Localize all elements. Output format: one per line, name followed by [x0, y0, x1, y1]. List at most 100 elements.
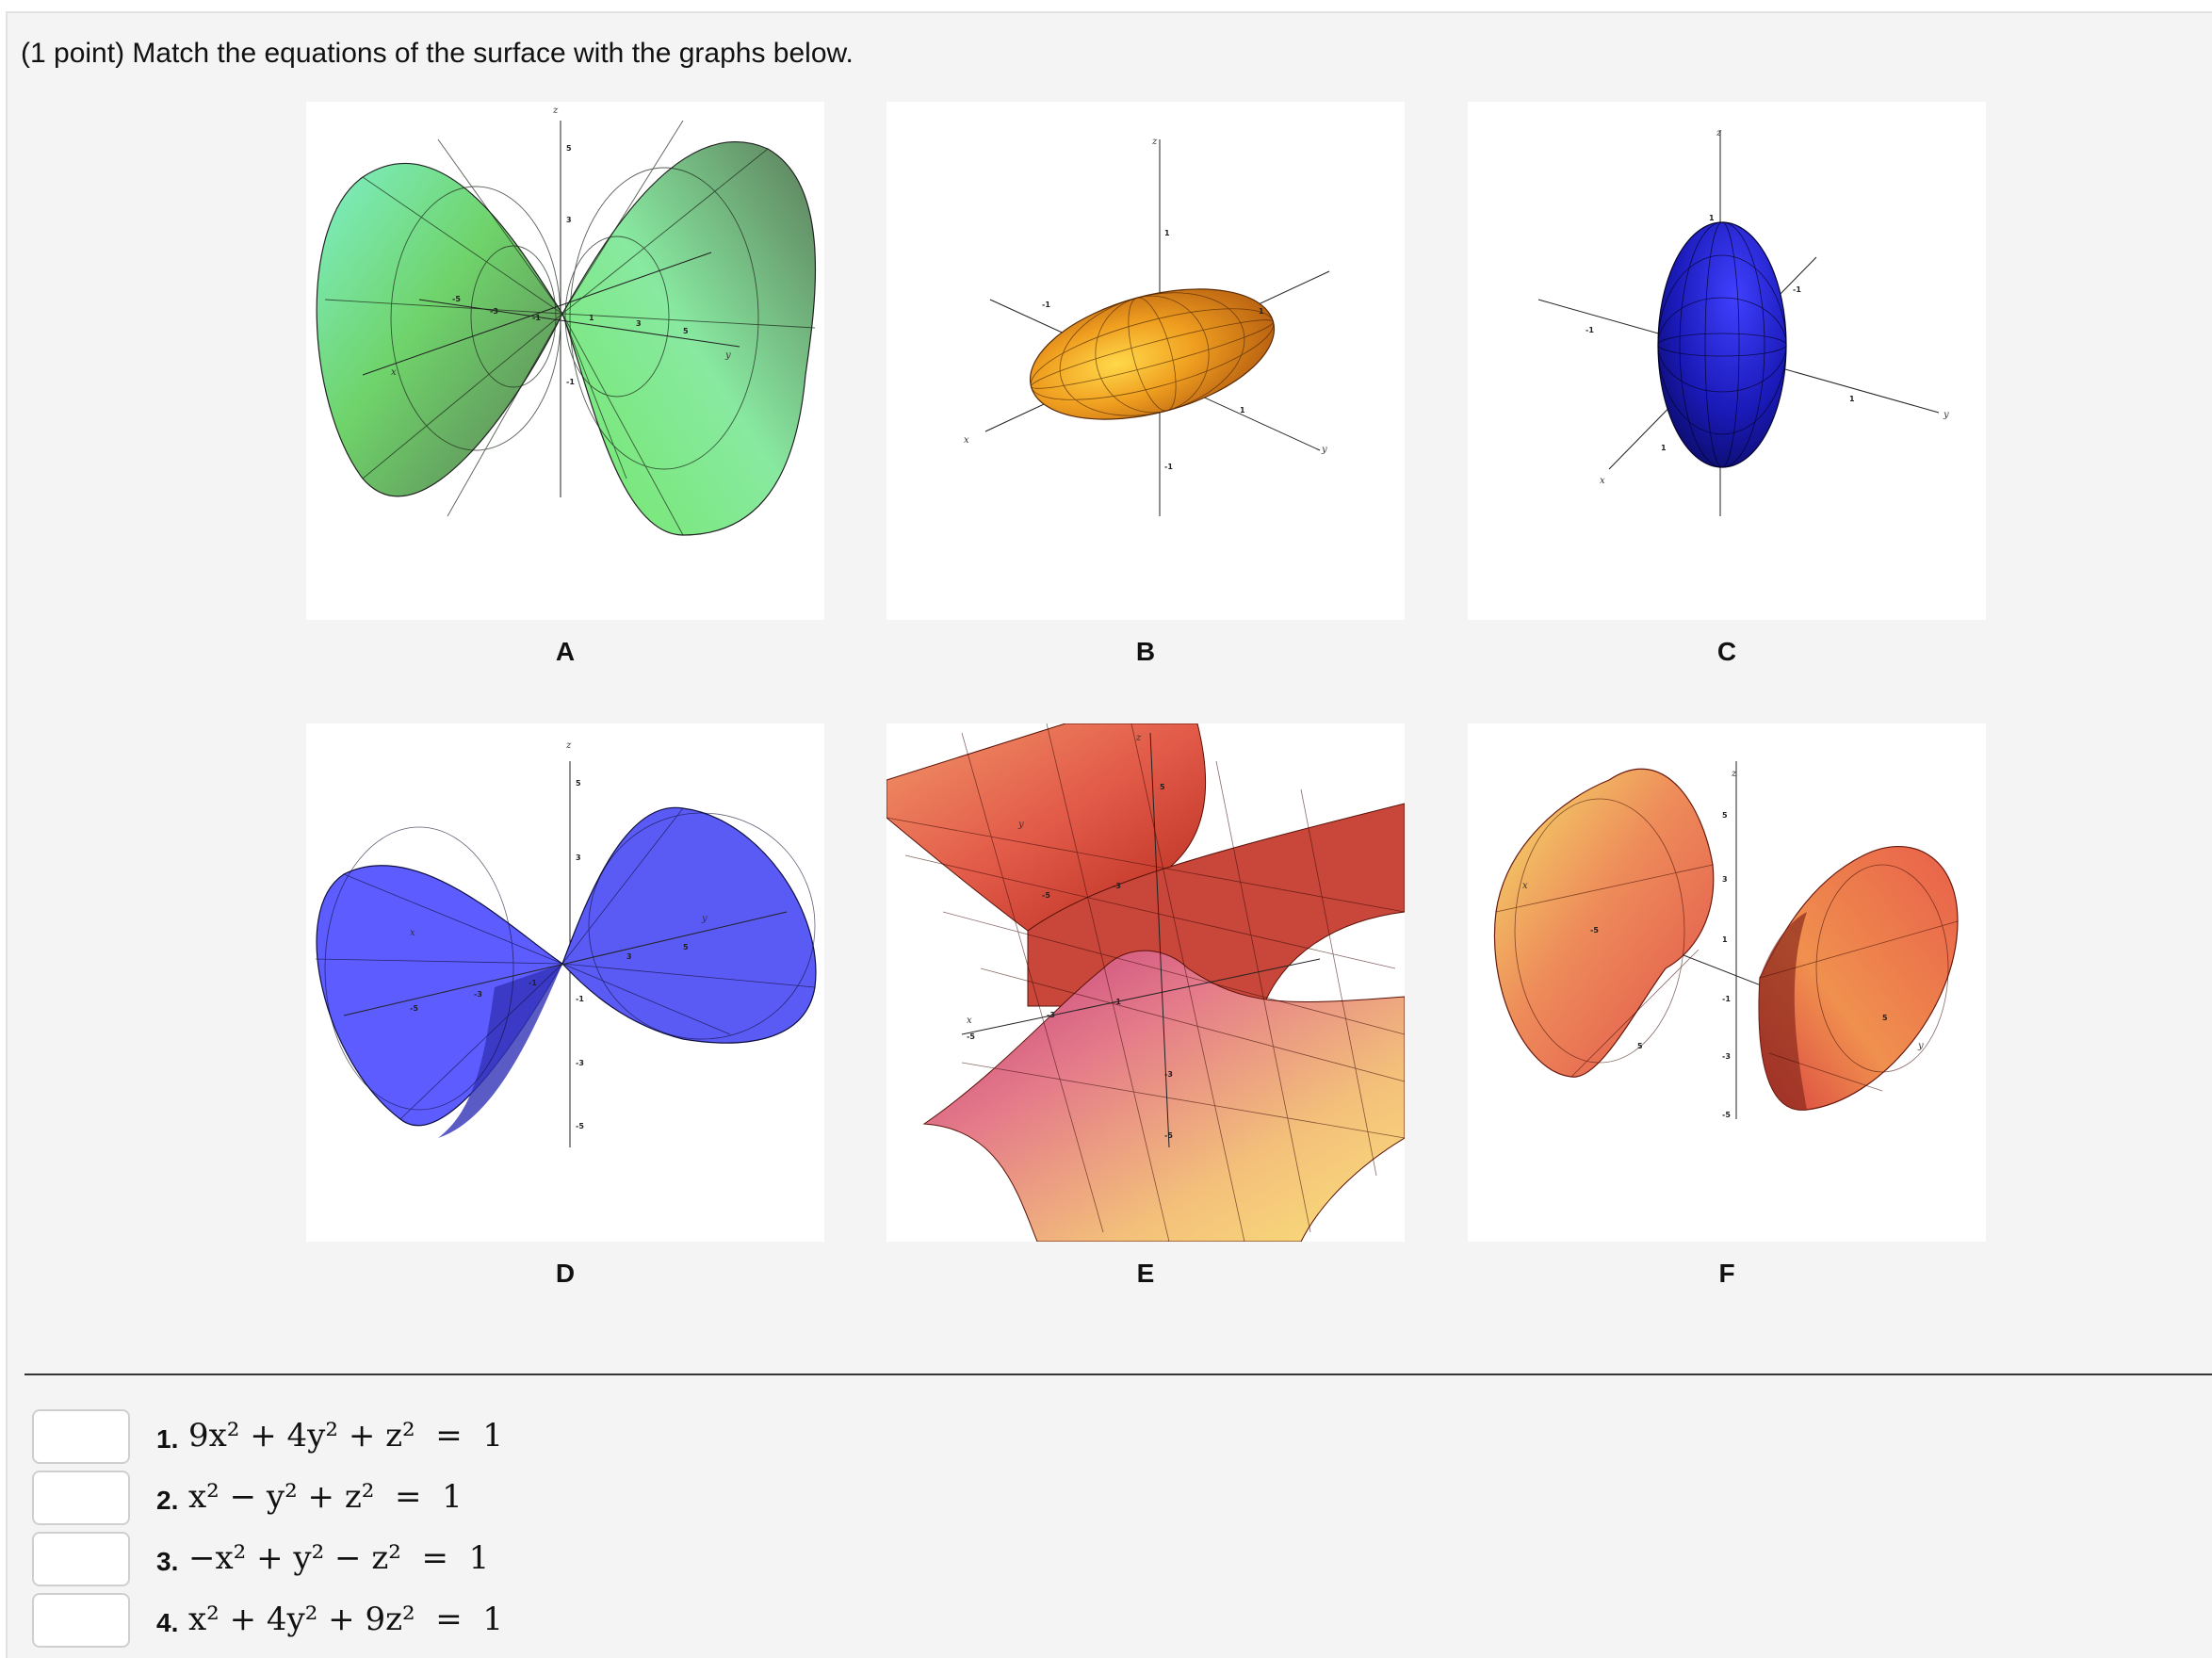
- svg-text:1: 1: [1709, 214, 1715, 222]
- svg-text:-5: -5: [576, 1122, 584, 1130]
- svg-text:y: y: [1943, 410, 1949, 420]
- graph-a-label: A: [555, 637, 576, 666]
- svg-text:-5: -5: [1164, 1131, 1173, 1140]
- svg-text:-1: -1: [532, 314, 541, 322]
- answer-number-3: 3.: [156, 1547, 179, 1576]
- svg-text:-3: -3: [490, 307, 498, 316]
- svg-text:x: x: [391, 367, 397, 378]
- svg-text:1: 1: [1240, 406, 1245, 414]
- svg-text:-5: -5: [452, 295, 461, 303]
- svg-text:-1: -1: [1722, 995, 1731, 1003]
- graph-b-label: B: [1135, 637, 1156, 666]
- svg-text:5: 5: [1722, 811, 1728, 820]
- saddle-surface: [922, 950, 1405, 1242]
- graph-e-plot: z y x 5 -5 -3 -5 -3 -1 -3 -5: [886, 723, 1405, 1242]
- svg-text:3: 3: [576, 853, 581, 862]
- answer-number-2: 2.: [156, 1486, 179, 1515]
- equation-2: x² − y² + z² = 1: [188, 1478, 463, 1516]
- svg-text:y: y: [1017, 820, 1024, 830]
- svg-text:-3: -3: [1164, 1070, 1173, 1079]
- answer-row-2: 2. x² − y² + z² = 1: [32, 1471, 1916, 1529]
- svg-text:-1: -1: [529, 979, 537, 987]
- svg-text:y: y: [701, 914, 708, 924]
- svg-text:y: y: [1321, 445, 1327, 455]
- svg-text:z: z: [1135, 733, 1142, 743]
- cone-nappe-left: [316, 162, 563, 497]
- svg-text:5: 5: [1882, 1014, 1888, 1022]
- svg-text:5: 5: [1160, 783, 1165, 791]
- sheet-left: [1493, 768, 1715, 1078]
- graph-f: z y x 5 3 1 -1 -3 -5 -5 5 5: [1468, 723, 1986, 1242]
- svg-text:-5: -5: [410, 1004, 418, 1013]
- svg-text:z: z: [565, 740, 572, 751]
- graph-f-plot: z y x 5 3 1 -1 -3 -5 -5 5 5: [1493, 761, 1959, 1119]
- svg-text:-1: -1: [1586, 326, 1594, 334]
- svg-text:5: 5: [566, 144, 572, 153]
- svg-text:1: 1: [589, 314, 594, 322]
- svg-text:-1: -1: [1113, 998, 1121, 1006]
- graph-c: z y x 1 -1 -1 1 1: [1468, 102, 1986, 620]
- graph-c-plot: z y x 1 -1 -1 1 1: [1537, 128, 1949, 516]
- svg-text:5: 5: [683, 327, 689, 335]
- svg-text:-1: -1: [1042, 301, 1050, 309]
- graph-a: z y x 5 3 -5 -3 -1 1 3 5 -1: [306, 102, 824, 620]
- answer-row-4: 4. x² + 4y² + 9z² = 1: [32, 1593, 1916, 1651]
- answer-input-2[interactable]: [32, 1471, 130, 1525]
- svg-text:1: 1: [1722, 935, 1728, 944]
- answer-number-4: 4.: [156, 1608, 179, 1637]
- svg-text:3: 3: [1722, 875, 1728, 884]
- svg-text:-3: -3: [474, 990, 482, 999]
- answer-input-1[interactable]: [32, 1409, 130, 1464]
- cone-nappe-right: [561, 141, 817, 536]
- problem-prompt: (1 point) Match the equations of the sur…: [21, 38, 854, 69]
- svg-text:x: x: [1522, 881, 1528, 891]
- svg-text:-3: -3: [1113, 882, 1121, 890]
- svg-text:-1: -1: [1793, 285, 1801, 294]
- ellipsoid: [1029, 288, 1276, 420]
- equation-3: −x² + y² − z² = 1: [188, 1539, 490, 1577]
- svg-text:-5: -5: [1722, 1111, 1731, 1119]
- answer-input-3[interactable]: [32, 1532, 130, 1586]
- svg-text:-5: -5: [1590, 926, 1599, 935]
- equation-4: x² + 4y² + 9z² = 1: [188, 1601, 504, 1638]
- graph-d: z y x 5 3 -5 -3 -1 3 5 -1 -3 -5: [306, 723, 824, 1242]
- section-divider: [24, 1374, 2212, 1375]
- svg-text:-1: -1: [1164, 463, 1173, 471]
- svg-text:5: 5: [1637, 1042, 1643, 1050]
- graph-e: z y x 5 -5 -3 -5 -3 -1 -3 -5: [886, 723, 1405, 1242]
- svg-text:y: y: [724, 350, 731, 361]
- graph-c-label: C: [1716, 637, 1737, 666]
- z-axis-label: z: [552, 106, 559, 116]
- equation-1: 9x² + 4y² + z² = 1: [188, 1417, 504, 1455]
- svg-text:z: z: [1731, 769, 1737, 779]
- svg-text:-1: -1: [566, 378, 575, 386]
- svg-text:x: x: [967, 1016, 972, 1026]
- graph-b-plot: z y x 1 -1 1 -1 1: [964, 137, 1330, 516]
- svg-text:z: z: [1716, 128, 1722, 138]
- svg-text:1: 1: [1164, 229, 1170, 237]
- svg-text:x: x: [410, 928, 415, 938]
- svg-text:-5: -5: [1042, 891, 1050, 900]
- graph-f-label: F: [1718, 1259, 1735, 1288]
- svg-text:5: 5: [576, 779, 581, 788]
- svg-text:-5: -5: [967, 1032, 975, 1041]
- svg-text:1: 1: [1661, 444, 1667, 452]
- answer-input-4[interactable]: [32, 1593, 130, 1648]
- svg-text:-3: -3: [1722, 1052, 1731, 1061]
- graph-e-label: E: [1136, 1259, 1155, 1288]
- graph-d-label: D: [555, 1259, 576, 1288]
- svg-text:y: y: [1917, 1041, 1924, 1051]
- ellipsoid: [1657, 221, 1787, 468]
- svg-text:-3: -3: [576, 1059, 584, 1067]
- svg-text:x: x: [964, 435, 969, 446]
- graph-a-plot: z y x 5 3 -5 -3 -1 1 3 5 -1: [316, 106, 817, 536]
- cone-nappe-right: [561, 806, 817, 1044]
- svg-text:1: 1: [1259, 307, 1264, 316]
- svg-text:z: z: [1151, 137, 1158, 147]
- svg-text:-3: -3: [1047, 1011, 1055, 1019]
- svg-text:x: x: [1600, 476, 1605, 486]
- svg-text:3: 3: [626, 952, 632, 961]
- svg-text:1: 1: [1849, 395, 1855, 403]
- answer-number-1: 1.: [156, 1424, 179, 1454]
- graph-d-plot: z y x 5 3 -5 -3 -1 3 5 -1 -3 -5: [315, 740, 817, 1147]
